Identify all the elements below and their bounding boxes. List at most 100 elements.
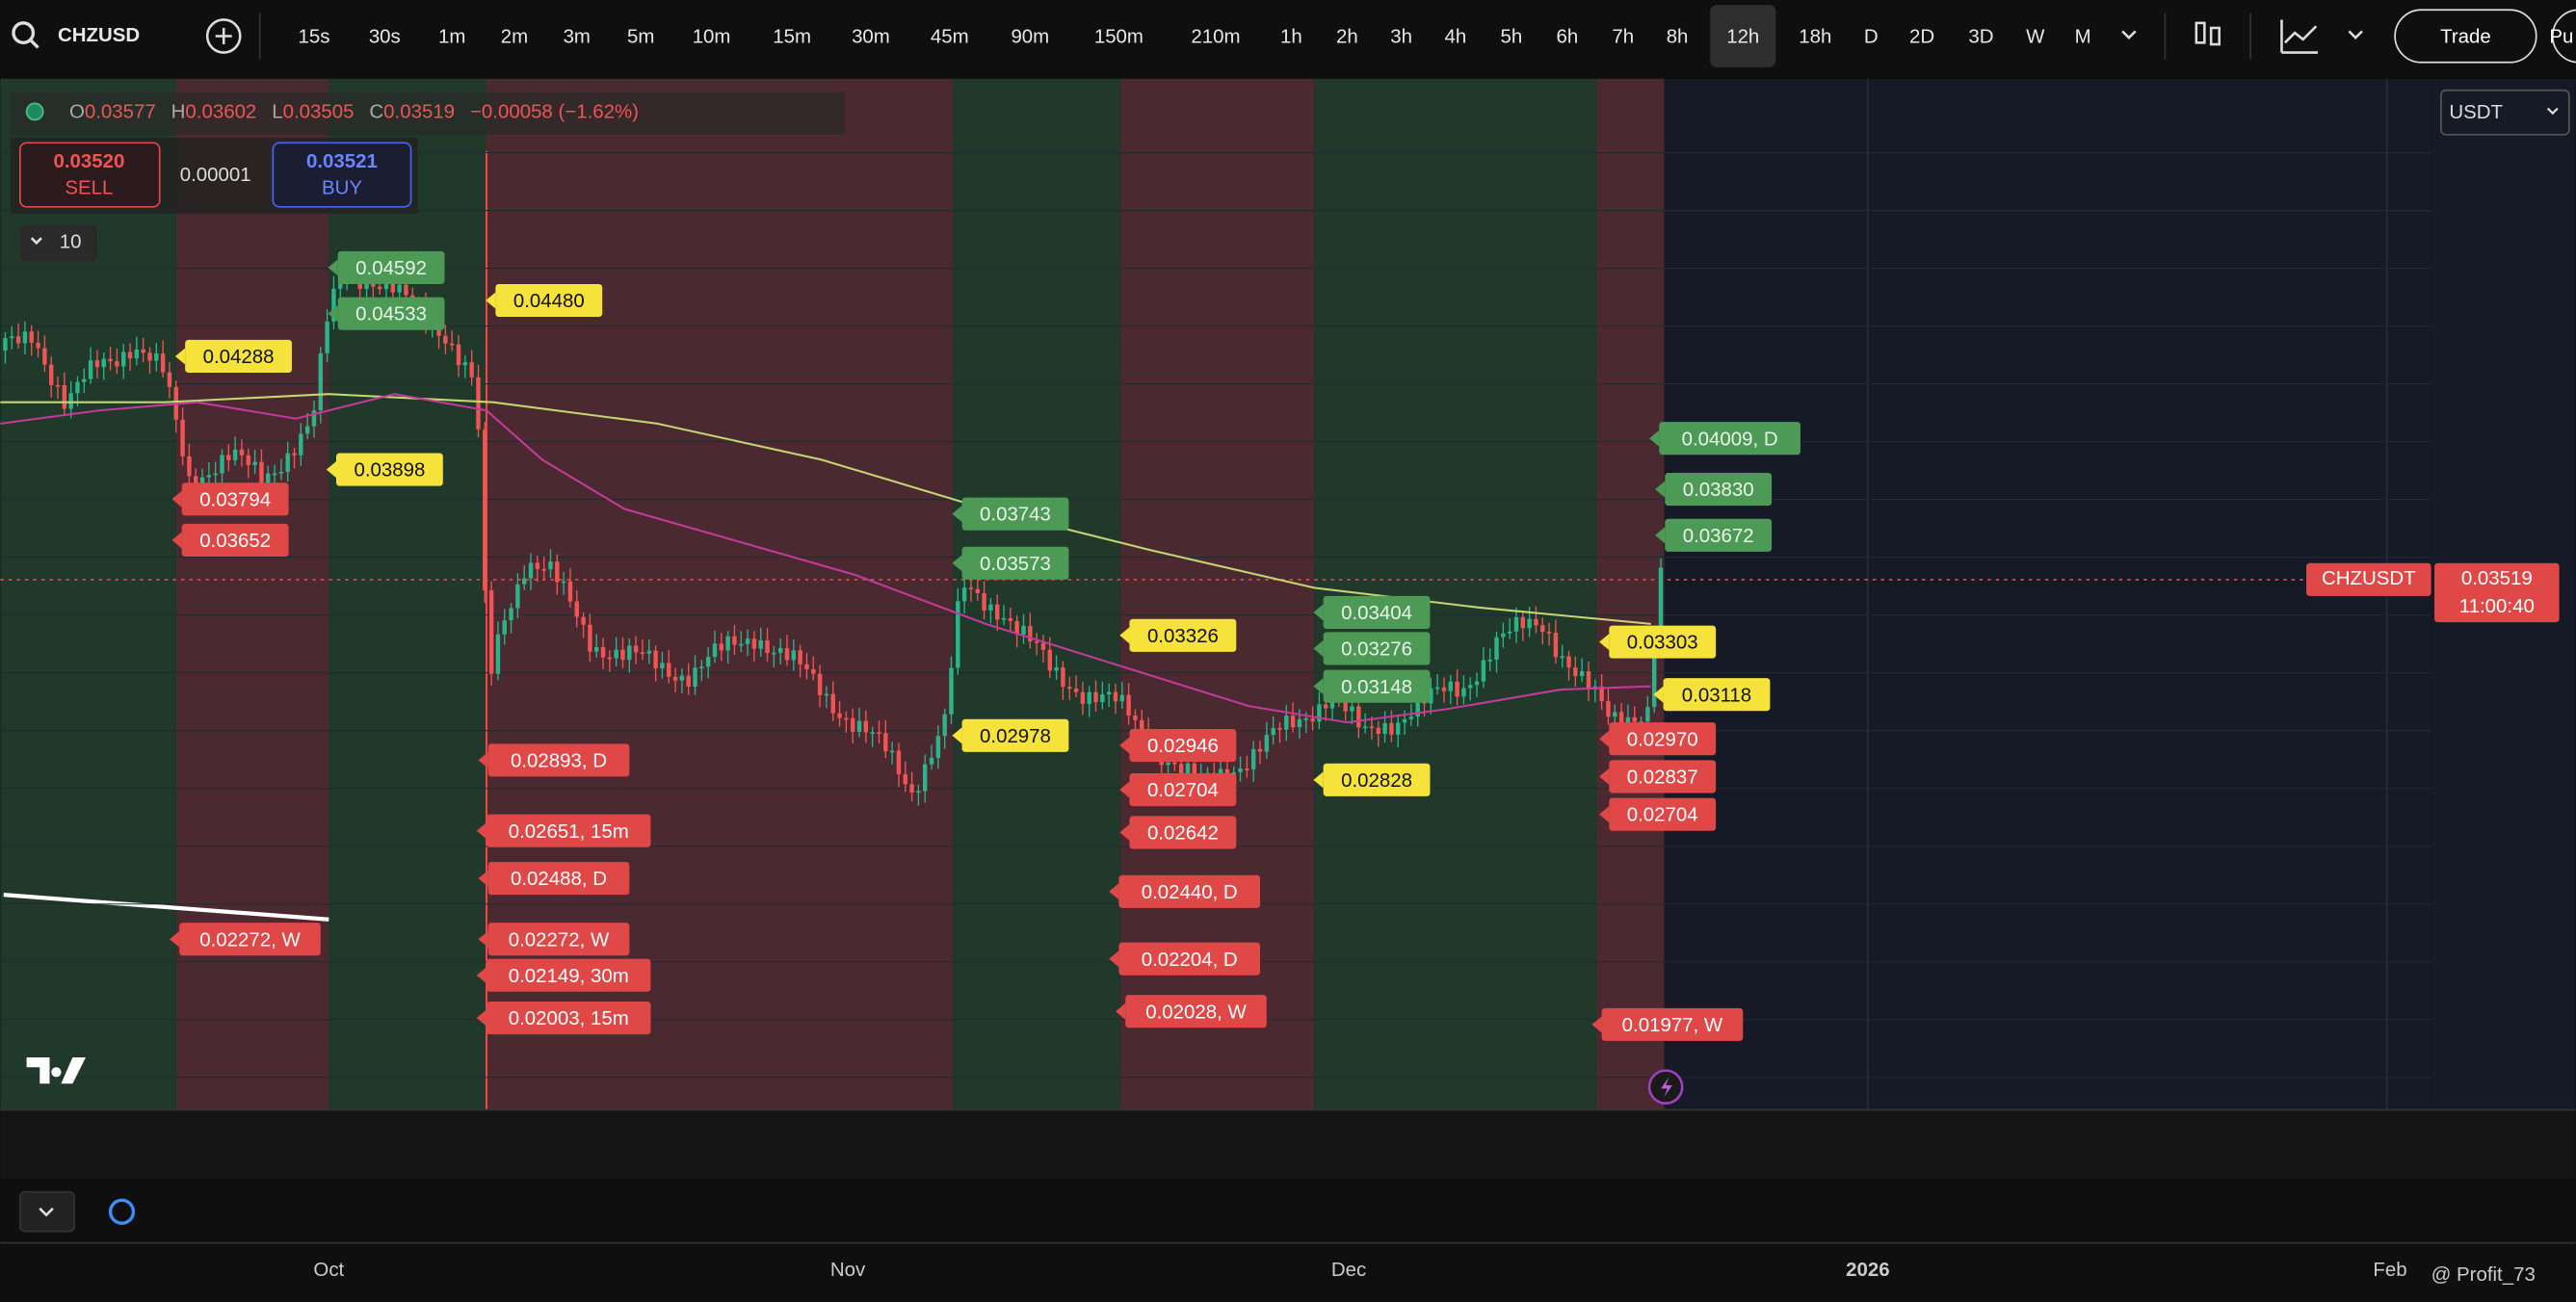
collapse-button[interactable] — [18, 1190, 75, 1233]
label-pointer — [1655, 481, 1666, 498]
candle — [404, 284, 408, 296]
candle — [15, 336, 21, 344]
candle — [1113, 691, 1118, 702]
search-icon[interactable] — [12, 21, 36, 45]
candle — [377, 286, 382, 290]
candle — [226, 455, 231, 460]
candle — [94, 360, 100, 368]
candle — [246, 455, 251, 466]
interval[interactable]: 3h — [1390, 26, 1412, 48]
candle — [1014, 620, 1019, 635]
interval[interactable]: 10m — [693, 26, 731, 48]
level-label-bg — [1601, 1007, 1744, 1041]
interval[interactable]: 5m — [627, 26, 654, 48]
interval[interactable]: M — [2075, 26, 2091, 48]
interval[interactable]: 6h — [1556, 26, 1578, 48]
level-label-bg — [181, 482, 289, 516]
level-label: 0.04592 — [355, 257, 427, 279]
indicators[interactable] — [2280, 19, 2318, 54]
partial-button[interactable] — [2551, 9, 2576, 64]
interval[interactable]: 12h — [1726, 26, 1759, 48]
interval[interactable]: 1h — [1280, 26, 1302, 48]
candle — [1540, 625, 1545, 633]
level-label-bg — [961, 546, 1069, 580]
label-pointer — [328, 305, 338, 323]
level-label-bg — [1609, 797, 1717, 831]
level-label-bg — [185, 339, 292, 374]
candle — [646, 650, 652, 654]
time-label: Dec — [1331, 1259, 1366, 1281]
trade-button[interactable] — [2394, 9, 2537, 64]
candle — [68, 393, 73, 409]
symbol[interactable]: CHZUSD — [58, 24, 140, 46]
level-label-bg — [1609, 722, 1717, 756]
candle — [798, 650, 802, 664]
candle — [1415, 697, 1420, 717]
level-label: 0.03898 — [354, 459, 425, 482]
interval[interactable]: 2h — [1336, 26, 1358, 48]
label-pointer — [326, 461, 336, 479]
candle — [600, 647, 606, 658]
add-symbol[interactable] — [205, 18, 242, 54]
candle — [1651, 639, 1657, 708]
candle — [1238, 768, 1243, 772]
buy-button[interactable] — [272, 142, 412, 208]
candle — [607, 657, 613, 660]
level-label-bg — [337, 250, 445, 284]
candle — [588, 624, 592, 652]
interval[interactable]: 5h — [1501, 26, 1523, 48]
label-pointer — [1653, 686, 1664, 703]
label-pointer — [952, 555, 962, 572]
candle — [1310, 717, 1315, 722]
level-label: 0.04533 — [355, 303, 427, 326]
candle — [1166, 762, 1170, 766]
candle — [1100, 694, 1105, 703]
candle — [1362, 726, 1368, 729]
level-label-bg — [961, 497, 1069, 531]
time-axis: Oct Nov Dec 2026 Feb — [313, 1259, 2406, 1281]
interval[interactable]: 1m — [438, 26, 465, 48]
level-label-bg — [1129, 816, 1237, 849]
candle — [995, 604, 1000, 620]
interval[interactable]: 2D — [1909, 26, 1934, 48]
chart-type[interactable] — [2195, 21, 2221, 46]
interval[interactable]: 4h — [1445, 26, 1467, 48]
interval[interactable]: 30m — [852, 26, 890, 48]
sell-price: 0.03520 — [53, 150, 124, 172]
sell-button[interactable] — [18, 142, 161, 208]
candle — [1468, 685, 1473, 689]
logo — [26, 1056, 86, 1084]
indicator-toggle[interactable] — [19, 224, 97, 262]
level-label: 0.02028, W — [1145, 1001, 1247, 1023]
candle — [266, 473, 271, 483]
candle — [883, 733, 888, 752]
interval[interactable]: 45m — [931, 26, 969, 48]
candle — [1080, 691, 1086, 704]
interval[interactable]: 15s — [299, 26, 330, 48]
interval[interactable]: 90m — [1011, 26, 1049, 48]
interval[interactable]: 2m — [501, 26, 528, 48]
currency-select[interactable] — [2440, 89, 2570, 136]
interval[interactable]: W — [2026, 26, 2045, 48]
interval[interactable]: 8h — [1667, 26, 1689, 48]
interval[interactable]: 150m — [1094, 26, 1143, 48]
interval[interactable]: 3D — [1968, 26, 1993, 48]
candle — [1356, 706, 1361, 728]
more-intervals[interactable] — [2121, 30, 2137, 40]
interval[interactable]: D — [1864, 26, 1879, 48]
level-label: 0.03573 — [980, 553, 1051, 575]
candle — [1606, 701, 1611, 717]
interval[interactable]: 3m — [564, 26, 591, 48]
candle — [856, 720, 862, 732]
candle — [784, 647, 790, 661]
time-label: 2026 — [1846, 1259, 1889, 1281]
refresh-button[interactable] — [108, 1198, 136, 1225]
interval[interactable]: 18h — [1799, 26, 1831, 48]
candle — [1297, 718, 1302, 728]
level-label: 0.02003, 15m — [509, 1007, 629, 1029]
interval[interactable]: 210m — [1191, 26, 1240, 48]
interval[interactable]: 15m — [773, 26, 811, 48]
interval[interactable]: 30s — [369, 26, 401, 48]
interval[interactable]: 7h — [1612, 26, 1634, 48]
